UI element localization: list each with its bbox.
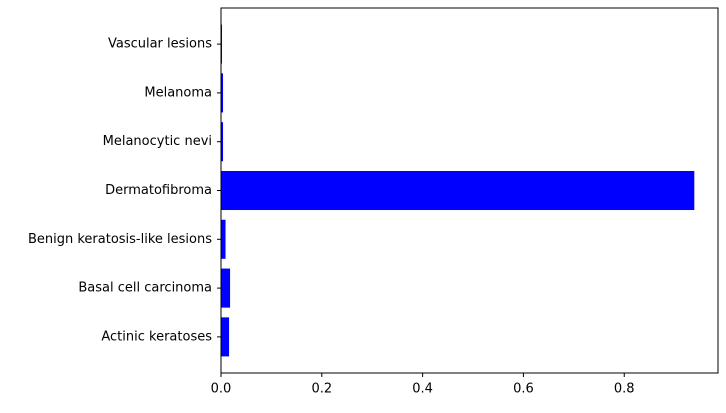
bar <box>221 73 224 113</box>
bar <box>221 24 223 64</box>
y-tick-label: Melanocytic nevi <box>103 134 212 149</box>
bar <box>221 170 695 211</box>
bar <box>221 317 230 357</box>
y-tick-label: Melanoma <box>144 85 212 100</box>
bar <box>221 122 224 162</box>
plot-frame <box>220 7 719 374</box>
bar <box>221 268 231 308</box>
y-tick-label: Basal cell carcinoma <box>78 281 212 296</box>
y-tick-label: Actinic keratoses <box>101 329 212 344</box>
x-tick-label: 0.2 <box>311 382 332 397</box>
x-tick-label: 0.4 <box>412 382 433 397</box>
y-tick-label: Vascular lesions <box>108 37 212 52</box>
x-tick-label: 0.6 <box>513 382 534 397</box>
bar <box>221 219 226 259</box>
y-tick-label: Benign keratosis-like lesions <box>28 232 212 247</box>
x-tick-label: 0.8 <box>614 382 635 397</box>
y-tick-label: Dermatofibroma <box>105 183 212 198</box>
x-tick-label: 0.0 <box>211 382 232 397</box>
